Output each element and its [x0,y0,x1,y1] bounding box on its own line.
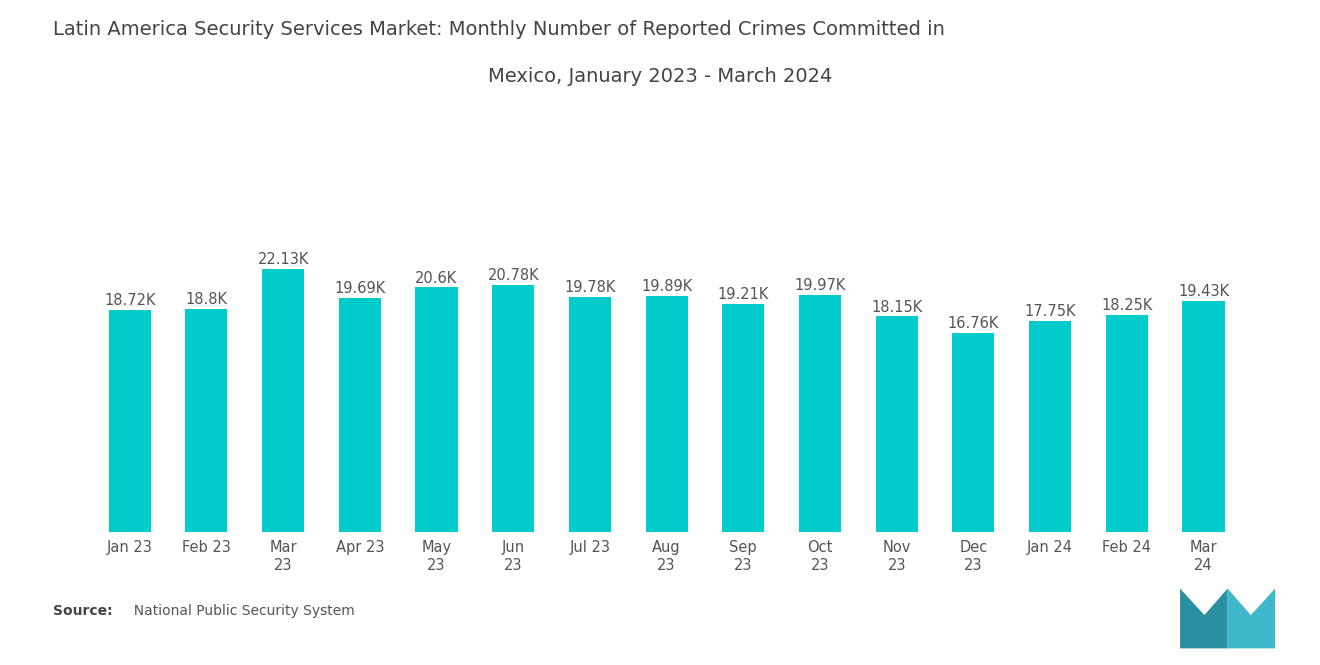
Text: 20.78K: 20.78K [487,269,539,283]
Bar [492,285,535,532]
Text: 17.75K: 17.75K [1024,305,1076,319]
Bar [108,310,150,532]
Polygon shape [1228,589,1275,648]
Text: National Public Security System: National Public Security System [125,604,355,618]
Bar [645,296,688,532]
Text: 18.8K: 18.8K [185,292,227,307]
Bar [875,317,917,532]
Text: 18.25K: 18.25K [1101,299,1152,313]
Text: 19.89K: 19.89K [642,279,692,294]
Bar [1183,301,1225,532]
Text: 16.76K: 16.76K [948,316,999,331]
Bar [799,295,841,532]
Text: 22.13K: 22.13K [257,253,309,267]
Text: 19.78K: 19.78K [564,281,615,295]
Text: Latin America Security Services Market: Monthly Number of Reported Crimes Commit: Latin America Security Services Market: … [53,20,945,39]
Text: 18.72K: 18.72K [104,293,156,308]
Text: 19.43K: 19.43K [1177,285,1229,299]
Bar [339,298,381,532]
Bar [1106,315,1148,532]
Text: Source:: Source: [53,604,112,618]
Bar [185,309,227,532]
Bar [952,333,994,532]
Bar [261,269,304,532]
Text: 19.69K: 19.69K [334,281,385,297]
Bar [722,304,764,532]
Polygon shape [1180,589,1228,648]
Text: 19.21K: 19.21K [718,287,770,302]
Bar [569,297,611,532]
Bar [1030,321,1072,532]
Text: Mexico, January 2023 - March 2024: Mexico, January 2023 - March 2024 [488,66,832,86]
Text: 18.15K: 18.15K [871,300,923,315]
Text: 20.6K: 20.6K [416,271,458,285]
Bar [416,287,458,532]
Text: 19.97K: 19.97K [795,278,846,293]
